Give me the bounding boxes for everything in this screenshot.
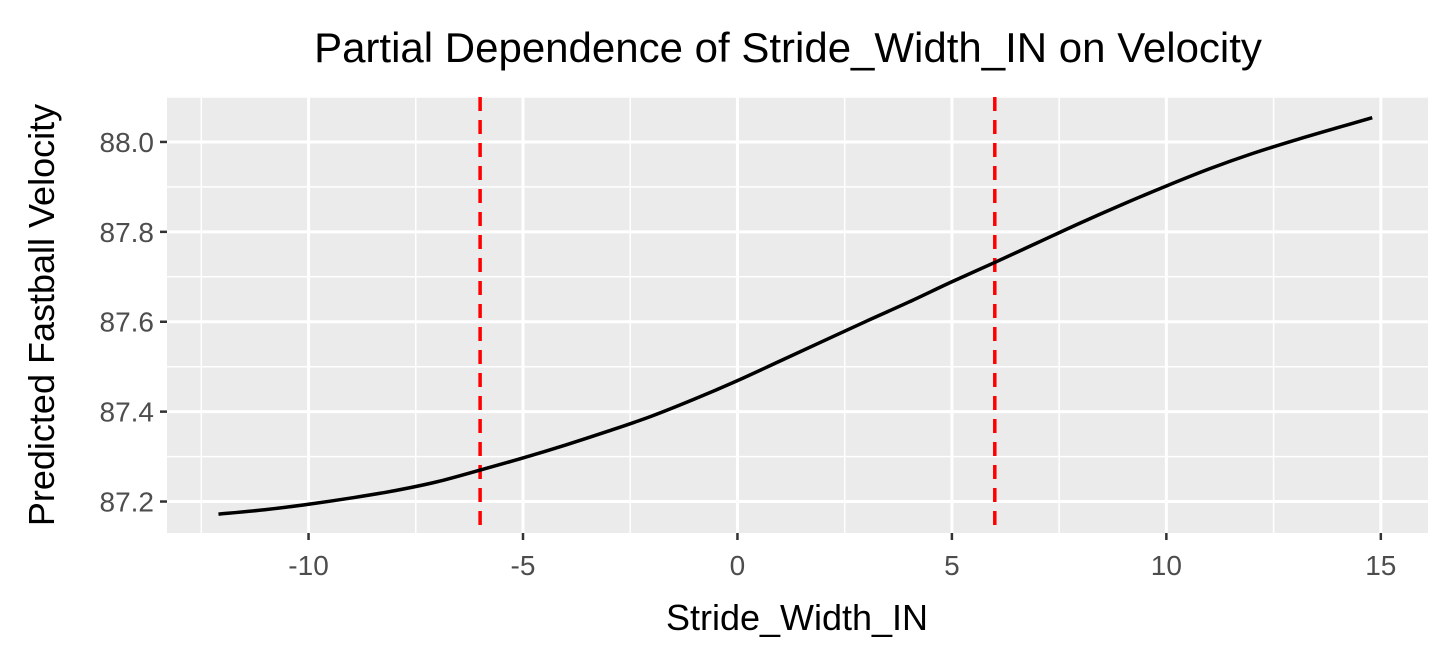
x-axis-title: Stride_Width_IN [666,597,928,638]
major-gridlines [167,97,1428,533]
x-tick-label: 15 [1365,550,1396,581]
y-tick-label: 88.0 [100,127,155,158]
x-tick-label: 10 [1151,550,1182,581]
x-tick-label: -5 [511,550,536,581]
series-group [218,115,1373,516]
y-tick-label: 87.2 [100,487,155,518]
x-tick-label: -10 [288,550,328,581]
y-axis-title: Predicted Fastball Velocity [21,104,62,526]
minor-gridlines [167,96,1428,533]
series-line [218,115,1373,516]
chart-title: Partial Dependence of Stride_Width_IN on… [314,24,1262,71]
reference-lines [478,97,997,533]
y-tick-label: 87.8 [100,217,155,248]
x-tick-label: 5 [944,550,960,581]
x-tick-label: 0 [730,550,746,581]
y-tick-label: 87.4 [100,397,155,428]
plot-panel [167,97,1428,533]
x-axis-ticks: -10 -5 0 5 10 15 [288,533,1396,581]
y-tick-label: 87.6 [100,307,155,338]
y-axis-ticks: 87.2 87.4 87.6 87.8 88.0 [100,127,167,518]
